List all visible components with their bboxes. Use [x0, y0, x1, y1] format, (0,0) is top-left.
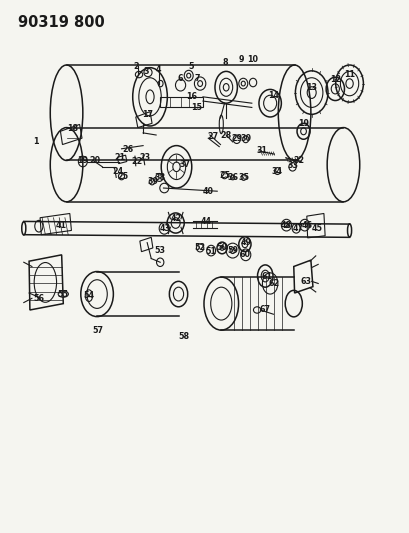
- Text: 17: 17: [142, 110, 152, 119]
- Text: 46: 46: [301, 221, 312, 230]
- Text: 19: 19: [297, 119, 308, 128]
- Text: 10: 10: [247, 55, 258, 64]
- Text: 18: 18: [67, 124, 78, 133]
- Text: 7: 7: [193, 74, 199, 83]
- Text: 44: 44: [200, 217, 211, 226]
- Text: 54: 54: [83, 291, 94, 300]
- Text: 60: 60: [239, 251, 250, 260]
- Text: 63: 63: [300, 277, 311, 286]
- Text: 26: 26: [122, 146, 133, 155]
- Text: 40: 40: [202, 187, 213, 196]
- Text: 5: 5: [188, 62, 193, 70]
- Text: 4: 4: [155, 64, 160, 74]
- Text: 57: 57: [92, 326, 103, 335]
- Text: 38: 38: [154, 173, 165, 182]
- Text: 61: 61: [261, 271, 272, 280]
- Text: 9: 9: [238, 55, 244, 64]
- Text: 22: 22: [130, 157, 142, 166]
- Text: 25: 25: [218, 171, 229, 180]
- Text: 14: 14: [267, 91, 278, 100]
- Text: 16: 16: [186, 92, 197, 101]
- Text: 23: 23: [139, 154, 150, 163]
- Text: 51: 51: [205, 247, 216, 256]
- Text: 1: 1: [33, 138, 39, 147]
- Text: 45: 45: [311, 224, 322, 233]
- Text: 56: 56: [33, 294, 44, 303]
- Text: 31: 31: [256, 147, 267, 156]
- Bar: [160, 97, 202, 108]
- Text: 32: 32: [293, 156, 304, 165]
- Text: 62: 62: [268, 279, 279, 288]
- Text: 35: 35: [238, 173, 249, 182]
- Text: 67: 67: [259, 305, 270, 314]
- Text: 20: 20: [89, 156, 100, 165]
- Text: 39: 39: [147, 177, 158, 186]
- Text: 19: 19: [77, 156, 88, 165]
- Text: 37: 37: [179, 160, 190, 169]
- Text: 30: 30: [240, 134, 251, 143]
- Text: 6: 6: [178, 74, 183, 83]
- Text: 11: 11: [343, 70, 354, 79]
- Text: 8: 8: [222, 58, 228, 67]
- Text: 24: 24: [112, 166, 123, 175]
- Text: 12: 12: [329, 75, 340, 84]
- Text: 3: 3: [143, 67, 148, 76]
- Text: 52: 52: [194, 244, 205, 253]
- Text: 59: 59: [227, 246, 238, 255]
- Text: 34: 34: [271, 166, 282, 175]
- Text: 90319 800: 90319 800: [18, 14, 104, 30]
- Text: 47: 47: [292, 224, 303, 233]
- Text: 41: 41: [56, 221, 67, 230]
- Text: 2: 2: [133, 62, 138, 70]
- Text: 25: 25: [117, 172, 128, 181]
- Text: 53: 53: [153, 246, 164, 255]
- Text: 36: 36: [227, 173, 238, 182]
- Text: 13: 13: [306, 83, 317, 92]
- Text: 33: 33: [286, 161, 297, 170]
- Text: 43: 43: [159, 224, 170, 233]
- Text: 29: 29: [231, 134, 242, 143]
- Text: 50: 50: [216, 244, 227, 253]
- Text: 48: 48: [280, 221, 291, 230]
- Text: 27: 27: [207, 132, 218, 141]
- Text: 15: 15: [191, 103, 202, 112]
- Text: 21: 21: [114, 154, 125, 163]
- Text: 55: 55: [58, 289, 69, 298]
- Text: 28: 28: [220, 131, 231, 140]
- Text: 58: 58: [178, 332, 189, 341]
- Text: 42: 42: [171, 214, 182, 223]
- Text: 49: 49: [240, 238, 251, 247]
